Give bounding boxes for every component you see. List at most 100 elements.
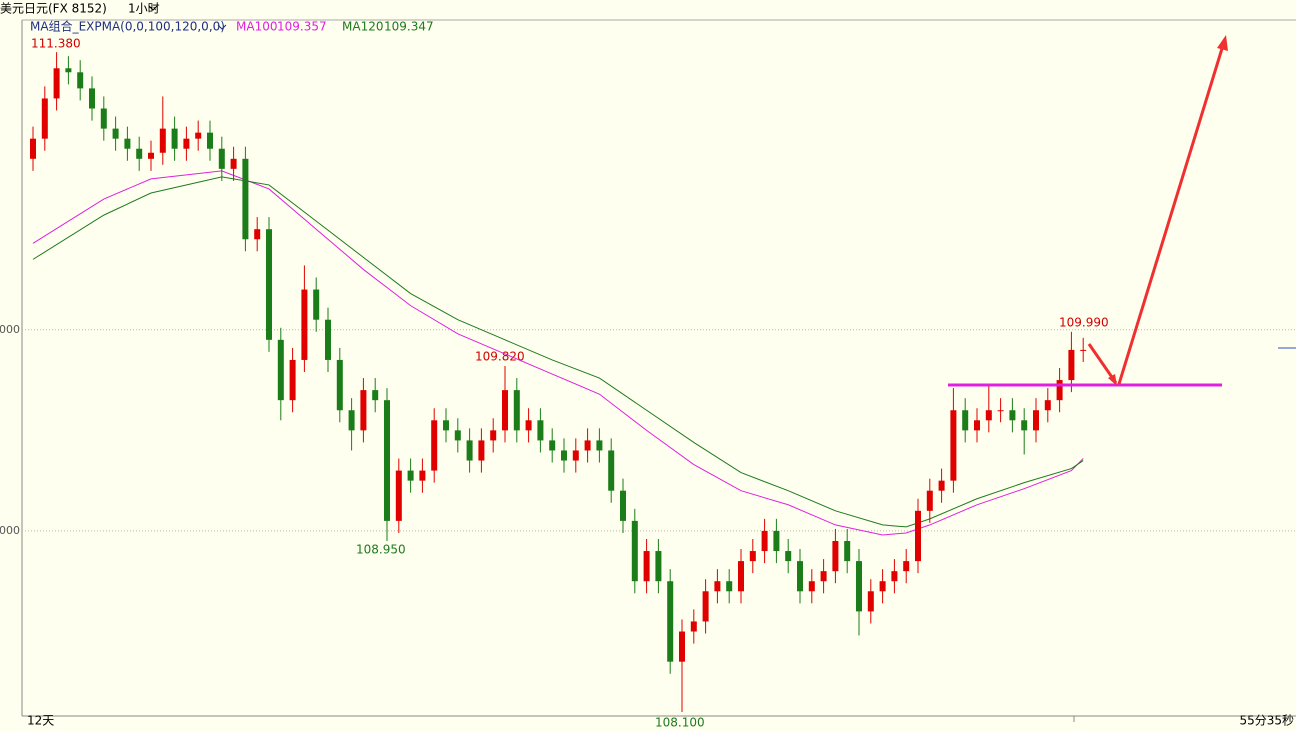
candle-body (915, 510, 921, 562)
candle-body (466, 440, 473, 461)
candle-body (336, 359, 343, 411)
plot-area: 110.000 109.000 (0, 52, 1296, 712)
candle-body (525, 420, 532, 431)
high-label: 109.990 (1059, 316, 1109, 330)
candle-body (454, 430, 461, 441)
candle-body (879, 581, 886, 592)
candle-body (1080, 349, 1087, 351)
candle-body (714, 581, 721, 592)
candle-body (124, 138, 131, 149)
indicator-chevron[interactable] (217, 24, 227, 30)
candle-body (655, 551, 662, 582)
candle-body (679, 631, 685, 662)
candle-body (100, 108, 107, 129)
candle-body (65, 68, 72, 73)
candle-body (820, 571, 827, 582)
candle-body (266, 229, 272, 340)
candle-body (903, 561, 910, 572)
candle-body (136, 148, 143, 159)
candle-body (690, 621, 697, 632)
candle-body (384, 400, 390, 521)
candle-body (419, 470, 426, 481)
candle-body (938, 480, 945, 491)
candle-body (584, 440, 591, 451)
low-label: 108.100 (655, 716, 705, 730)
candle-body (631, 520, 638, 582)
candle-body (372, 390, 379, 401)
candle-body (207, 132, 213, 149)
candle-body (1044, 400, 1051, 411)
candle-body (1033, 410, 1039, 431)
candle-body (561, 450, 567, 461)
candle-body (749, 551, 756, 562)
legend-value: 109.347 (384, 20, 434, 34)
ma-line (32, 170, 1084, 536)
candle-body (950, 410, 957, 481)
candle-body (112, 128, 119, 139)
candle-body (254, 229, 261, 240)
candle-body (537, 420, 544, 441)
candle-body (773, 530, 780, 552)
candle-body (596, 440, 603, 451)
candle-body (702, 591, 709, 622)
footer-left: 12天 (27, 714, 54, 728)
candle-body (797, 561, 803, 592)
candle-body (726, 581, 733, 592)
footer-right: 55分35秒 (1239, 714, 1294, 728)
drawn-arrow (1117, 41, 1226, 385)
y-tick-label: 110.000 (0, 323, 20, 336)
candle-body (643, 551, 650, 582)
legend-value: 109.357 (277, 20, 327, 34)
candle-body (962, 410, 969, 431)
candle-body (431, 420, 438, 471)
candle-body (77, 72, 84, 89)
candle-body (171, 128, 178, 149)
candle-body (620, 490, 626, 521)
candle-body (242, 158, 249, 240)
y-tick-label: 109.000 (0, 524, 20, 537)
candle-body (348, 410, 355, 431)
candle-body (974, 420, 980, 431)
candle-body (572, 450, 579, 461)
candle-body (325, 319, 331, 360)
candle-body (159, 128, 166, 153)
candle-body (407, 470, 414, 481)
candle-body (30, 138, 36, 159)
candle-body (667, 581, 674, 662)
candle-body (195, 132, 202, 139)
candle-body (478, 440, 485, 461)
ma-line (32, 176, 1084, 528)
candle-body (360, 390, 367, 431)
candle-body (856, 561, 862, 612)
high-label: 111.380 (31, 37, 81, 51)
candle-body (867, 591, 874, 612)
candle-body (89, 88, 95, 109)
legend-name: MA100 (236, 20, 277, 34)
candle-body (313, 289, 320, 320)
candle-body (891, 571, 898, 582)
candle-body (1056, 380, 1063, 401)
candle-body (985, 410, 992, 421)
indicator-name[interactable]: MA组合_EXPMA(0,0,100,120,0,0) (30, 19, 225, 34)
drawn-arrow-head (1217, 35, 1228, 51)
candle-body (761, 530, 768, 552)
candle-body (148, 152, 154, 159)
candle-body (808, 581, 815, 592)
candle-body (926, 490, 933, 511)
period-chevron[interactable] (148, 5, 158, 11)
candle-body (443, 420, 449, 431)
candle-body (608, 450, 615, 491)
candle-body (490, 430, 497, 441)
candle-body (230, 158, 237, 169)
candle-body (738, 561, 744, 592)
candle-body (832, 540, 839, 572)
period-selector[interactable]: 1小时 (128, 2, 160, 16)
legend-name: MA120 (342, 20, 383, 34)
candle-body (41, 98, 48, 139)
candle-body (301, 289, 308, 360)
candle-body (502, 390, 508, 431)
candle-body (549, 440, 556, 451)
